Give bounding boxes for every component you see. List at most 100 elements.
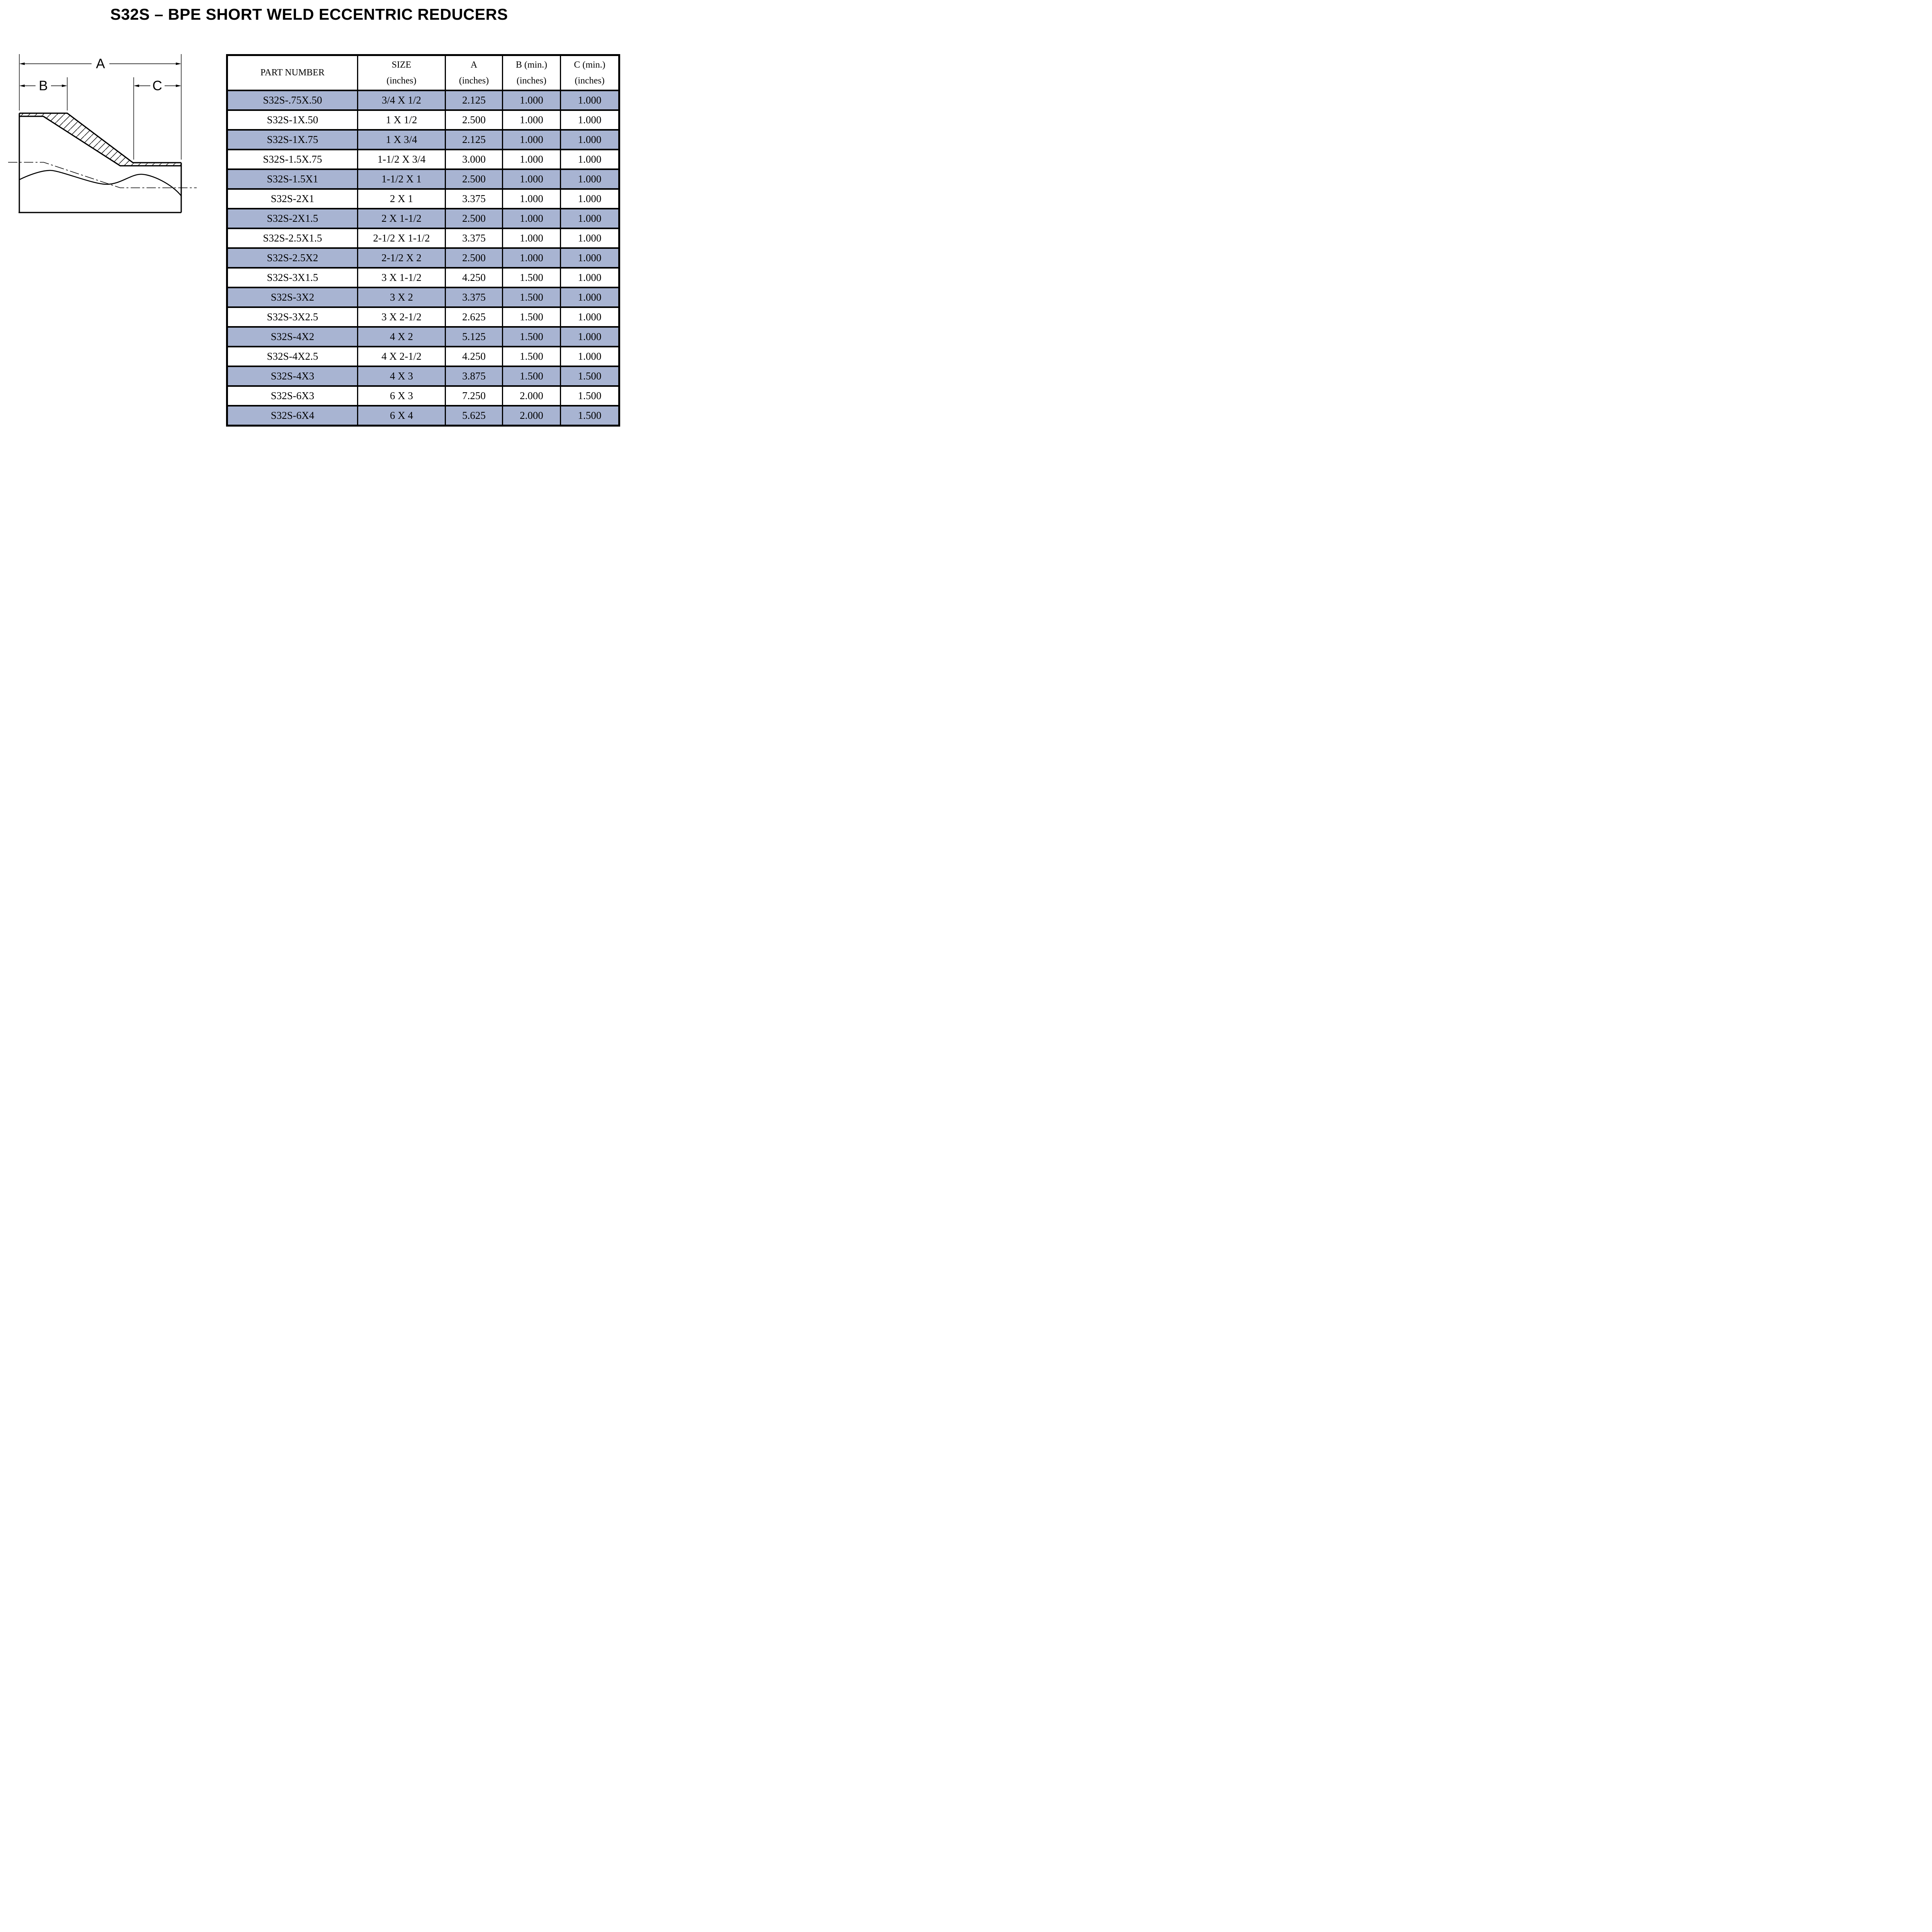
- table-cell: S32S-1.5X.75: [226, 149, 358, 170]
- table-cell: 1.000: [560, 168, 620, 190]
- table-row: S32S-1X.50 1 X 1/2 2.500 1.000 1.000: [226, 109, 620, 131]
- table-cell: 1.000: [560, 109, 620, 131]
- table-cell: 1.500: [560, 366, 620, 387]
- table-row: S32S-6X3 6 X 3 7.250 2.000 1.500: [226, 385, 620, 406]
- table-row: S32S-4X3 4 X 3 3.875 1.500 1.500: [226, 366, 620, 387]
- table-cell: 3 X 2: [357, 287, 446, 308]
- table-cell: 1-1/2 X 1: [357, 168, 446, 190]
- table-cell: S32S-.75X.50: [226, 90, 358, 111]
- dimension-label-b: B: [39, 78, 48, 94]
- table-cell: S32S-1.5X1: [226, 168, 358, 190]
- reducer-wall-hatch: [19, 113, 181, 166]
- table-cell: 4 X 2: [357, 326, 446, 347]
- table-cell: 1.000: [560, 129, 620, 150]
- table-cell: 1.000: [502, 188, 561, 209]
- table-cell: 4.250: [445, 267, 503, 288]
- table-cell: 1.000: [560, 149, 620, 170]
- table-cell: 1.000: [502, 109, 561, 131]
- dim-c-arrow-right-icon: [176, 84, 181, 87]
- column-header: PART NUMBER: [226, 54, 358, 91]
- table-cell: S32S-2X1: [226, 188, 358, 209]
- table-row: S32S-4X2 4 X 2 5.125 1.500 1.000: [226, 326, 620, 347]
- table-cell: 1.500: [560, 405, 620, 427]
- table-row: S32S-1.5X1 1-1/2 X 1 2.500 1.000 1.000: [226, 168, 620, 190]
- table-cell: S32S-1X.50: [226, 109, 358, 131]
- reducer-diagram: A B C: [8, 53, 205, 215]
- table-cell: 3/4 X 1/2: [357, 90, 446, 111]
- table-cell: 1.500: [502, 326, 561, 347]
- table-cell: 2.625: [445, 306, 503, 328]
- centerline: [8, 162, 197, 188]
- reducer-wall-outer-line: [19, 112, 181, 163]
- dimensions-table: PART NUMBER SIZE (inches) A (inches) B (min.)…: [226, 54, 620, 427]
- table-row: S32S-1X.75 1 X 3/4 2.125 1.000 1.000: [226, 129, 620, 150]
- table-cell: 1.000: [560, 326, 620, 347]
- table-row: S32S-2.5X1.5 2-1/2 X 1-1/2 3.375 1.000 1.000: [226, 228, 620, 249]
- table-cell: 1.000: [560, 90, 620, 111]
- table-cell: 1.000: [502, 247, 561, 269]
- flow-curve: [19, 170, 182, 196]
- table-cell: 4 X 3: [357, 366, 446, 387]
- table-row: S32S-3X1.5 3 X 1-1/2 4.250 1.500 1.000: [226, 267, 620, 288]
- table-cell: S32S-4X2: [226, 326, 358, 347]
- table-cell: 1.000: [560, 267, 620, 288]
- table-cell: 1.000: [560, 188, 620, 209]
- table-header: PART NUMBER SIZE (inches) A (inches) B (min.)…: [226, 54, 620, 91]
- table-cell: 1.500: [502, 267, 561, 288]
- table-cell: 5.125: [445, 326, 503, 347]
- table-cell: 2.125: [445, 129, 503, 150]
- table-row: S32S-3X2 3 X 2 3.375 1.500 1.000: [226, 287, 620, 308]
- table-row: S32S-2X1.5 2 X 1-1/2 2.500 1.000 1.000: [226, 208, 620, 229]
- table-row: S32S-2X1 2 X 1 3.375 1.000 1.000: [226, 188, 620, 209]
- table-cell: 1.000: [560, 287, 620, 308]
- dim-b-arrow-left-icon: [19, 84, 25, 87]
- table-cell: 1.500: [560, 385, 620, 406]
- table-cell: S32S-3X1.5: [226, 267, 358, 288]
- table-cell: 4 X 2-1/2: [357, 346, 446, 367]
- table-cell: 2.500: [445, 208, 503, 229]
- table-cell: S32S-6X4: [226, 405, 358, 427]
- table-cell: 1.000: [502, 149, 561, 170]
- table-cell: 4.250: [445, 346, 503, 367]
- table-cell: 1.000: [560, 346, 620, 367]
- table-cell: 2.000: [502, 405, 561, 427]
- table-cell: S32S-2.5X1.5: [226, 228, 358, 249]
- table-row: S32S-1.5X.75 1-1/2 X 3/4 3.000 1.000 1.000: [226, 149, 620, 170]
- table-cell: 2.125: [445, 90, 503, 111]
- table-cell: S32S-3X2: [226, 287, 358, 308]
- reducer-wall-inner-line: [19, 116, 181, 167]
- dimension-label-c: C: [152, 78, 162, 94]
- column-header: B (min.) (inches): [502, 54, 561, 91]
- table-cell: 2-1/2 X 1-1/2: [357, 228, 446, 249]
- table-cell: 3 X 2-1/2: [357, 306, 446, 328]
- table-cell: 2.500: [445, 168, 503, 190]
- reducer-diagram-svg: A B C: [8, 54, 197, 213]
- column-header: C (min.) (inches): [560, 54, 620, 91]
- table-cell: 3.375: [445, 287, 503, 308]
- dim-b-arrow-right-icon: [62, 84, 67, 87]
- table-cell: S32S-2.5X2: [226, 247, 358, 269]
- table-header-row: PART NUMBER SIZE (inches) A (inches) B (min.)…: [226, 54, 620, 91]
- table-cell: 1.000: [560, 208, 620, 229]
- dimension-label-a: A: [96, 56, 105, 71]
- table-cell: 1 X 1/2: [357, 109, 446, 131]
- table-cell: 3.375: [445, 188, 503, 209]
- table-cell: 1.500: [502, 287, 561, 308]
- table-cell: S32S-1X.75: [226, 129, 358, 150]
- table-cell: S32S-4X2.5: [226, 346, 358, 367]
- column-header: SIZE (inches): [357, 54, 446, 91]
- table-cell: 2 X 1: [357, 188, 446, 209]
- table-cell: S32S-3X2.5: [226, 306, 358, 328]
- table-cell: 2.500: [445, 109, 503, 131]
- table-cell: 7.250: [445, 385, 503, 406]
- table-cell: 1.500: [502, 366, 561, 387]
- table-cell: 6 X 4: [357, 405, 446, 427]
- table-row: S32S-6X4 6 X 4 5.625 2.000 1.500: [226, 405, 620, 427]
- column-header: A (inches): [445, 54, 503, 91]
- table-cell: S32S-2X1.5: [226, 208, 358, 229]
- table-cell: 1.500: [502, 346, 561, 367]
- table-cell: 2 X 1-1/2: [357, 208, 446, 229]
- dim-a-arrow-right-icon: [176, 62, 181, 65]
- table-cell: 1 X 3/4: [357, 129, 446, 150]
- table-cell: 1.000: [502, 168, 561, 190]
